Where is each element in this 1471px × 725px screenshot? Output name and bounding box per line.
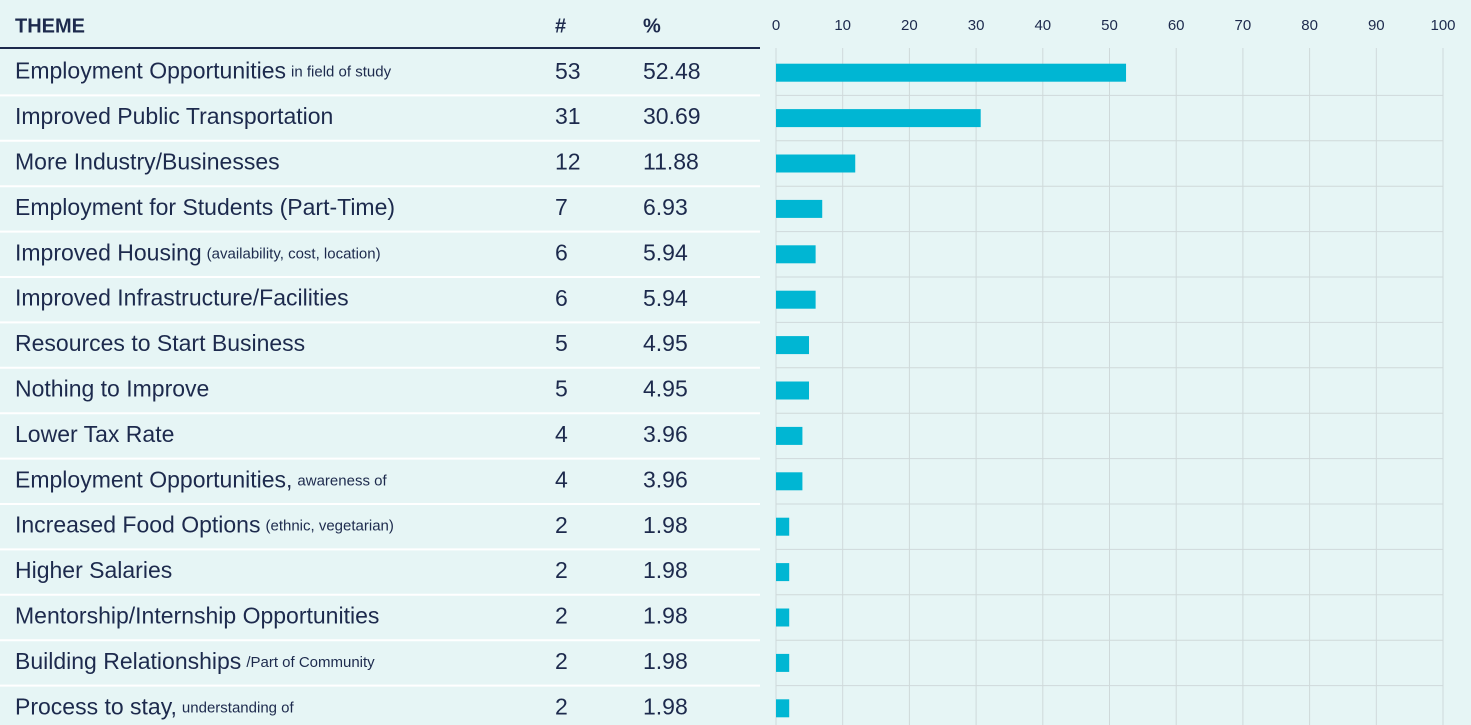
theme-note: understanding of [182,699,295,716]
theme-label: Improved Infrastructure/Facilities [15,285,349,311]
count: 2 [555,648,568,674]
theme-main: Employment Opportunities [15,58,286,84]
percent: 4.95 [643,330,688,356]
theme-note: in field of study [291,64,392,81]
x-tick-label: 60 [1168,17,1185,34]
percent: 3.96 [643,421,688,447]
header-theme: THEME [15,15,85,37]
percent: 3.96 [643,466,688,492]
theme-label: Process to stay, understanding of [15,693,295,719]
bar [776,653,790,672]
theme-note: awareness of [297,472,387,489]
count: 4 [555,466,568,492]
x-tick-label: 100 [1430,17,1455,34]
theme-main: Increased Food Options [15,512,260,538]
theme-label: Increased Food Options (ethnic, vegetaria… [15,512,394,538]
theme-main: Lower Tax Rate [15,421,174,447]
theme-label: Employment Opportunities, awareness of [15,466,387,492]
count: 5 [555,376,568,402]
x-tick-label: 20 [901,17,918,34]
header-count: # [555,15,566,37]
count: 2 [555,693,568,719]
theme-main: Employment for Students (Part-Time) [15,194,395,220]
theme-main: Higher Salaries [15,557,172,583]
theme-main: Mentorship/Internship Opportunities [15,603,379,629]
bar [776,245,816,264]
percent: 5.94 [643,239,688,265]
bar [776,199,823,218]
count: 5 [555,330,568,356]
x-tick-label: 70 [1235,17,1252,34]
count: 12 [555,149,581,175]
count: 2 [555,512,568,538]
bar [776,109,981,128]
count: 31 [555,103,581,129]
x-tick-label: 40 [1034,17,1051,34]
theme-main: Employment Opportunities, [15,466,292,492]
count: 53 [555,58,581,84]
theme-main: Nothing to Improve [15,376,209,402]
x-tick-label: 10 [834,17,851,34]
percent: 30.69 [643,103,701,129]
theme-main: Process to stay, [15,693,177,719]
count: 4 [555,421,568,447]
percent: 1.98 [643,648,688,674]
theme-label: Higher Salaries [15,557,172,583]
bar [776,517,790,536]
bar [776,154,856,173]
count: 2 [555,603,568,629]
x-tick-label: 50 [1101,17,1118,34]
percent: 1.98 [643,512,688,538]
percent: 11.88 [643,149,699,175]
theme-label: More Industry/Businesses [15,149,280,175]
theme-main: Resources to Start Business [15,330,305,356]
theme-label: Employment Opportunities in field of stud… [15,58,392,84]
bar [776,608,790,627]
theme-label: Improved Public Transportation [15,103,333,129]
theme-label: Building Relationships/Part of Community [15,648,375,674]
x-tick-label: 0 [772,17,780,34]
percent: 1.98 [643,603,688,629]
theme-label: Resources to Start Business [15,330,305,356]
percent: 1.98 [643,693,688,719]
theme-note: (ethnic, vegetarian) [265,518,393,535]
theme-main: Improved Housing [15,239,202,265]
bar [776,699,790,718]
percent: 6.93 [643,194,688,220]
theme-main: Improved Public Transportation [15,103,333,129]
percent: 5.94 [643,285,688,311]
theme-main: More Industry/Businesses [15,149,280,175]
header-percent: % [643,15,661,37]
bar [776,426,803,445]
x-tick-label: 80 [1301,17,1318,34]
bar [776,290,816,309]
theme-label: Improved Housing (availability, cost, loc… [15,239,381,265]
percent: 4.95 [643,376,688,402]
count: 6 [555,239,568,265]
count: 7 [555,194,568,220]
bar [776,336,810,355]
count: 2 [555,557,568,583]
theme-main: Improved Infrastructure/Facilities [15,285,349,311]
percent: 52.48 [643,58,701,84]
theme-label: Mentorship/Internship Opportunities [15,603,379,629]
theme-note: /Part of Community [246,654,375,671]
theme-label: Lower Tax Rate [15,421,174,447]
bar [776,381,810,400]
theme-note: (availability, cost, location) [207,245,381,262]
bar [776,563,790,582]
theme-label: Employment for Students (Part-Time) [15,194,395,220]
bar [776,63,1127,82]
count: 6 [555,285,568,311]
percent: 1.98 [643,557,688,583]
theme-main: Building Relationships [15,648,241,674]
theme-label: Nothing to Improve [15,376,209,402]
x-tick-label: 30 [968,17,985,34]
x-tick-label: 90 [1368,17,1385,34]
bar [776,472,803,491]
